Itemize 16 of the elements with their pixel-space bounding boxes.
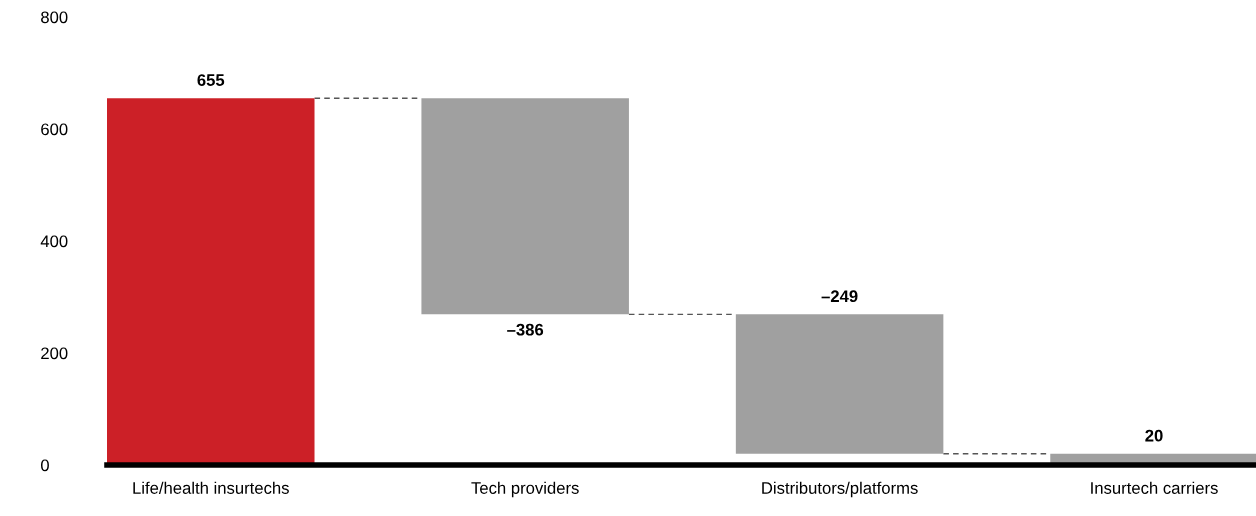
y-tick-label: 800 — [41, 11, 68, 24]
y-tick-label: 0 — [40, 459, 49, 472]
x-tick-label: Distributors/platforms — [762, 481, 918, 498]
y-tick-label: 400 — [40, 235, 68, 248]
data-label: –386 — [507, 323, 544, 336]
bar — [735, 314, 944, 454]
y-tick-label: 200 — [41, 347, 68, 360]
bar — [421, 98, 629, 315]
y-tick-label: 600 — [41, 123, 68, 136]
data-label: –249 — [821, 290, 858, 303]
x-tick-label: Life/health insurtechs — [133, 481, 289, 494]
x-tick-label: Insurtech carriers — [1091, 481, 1218, 494]
data-label: 655 — [197, 74, 225, 86]
data-label: 20 — [1145, 429, 1163, 442]
bar — [107, 98, 315, 465]
x-tick-label: Tech providers — [471, 481, 579, 498]
